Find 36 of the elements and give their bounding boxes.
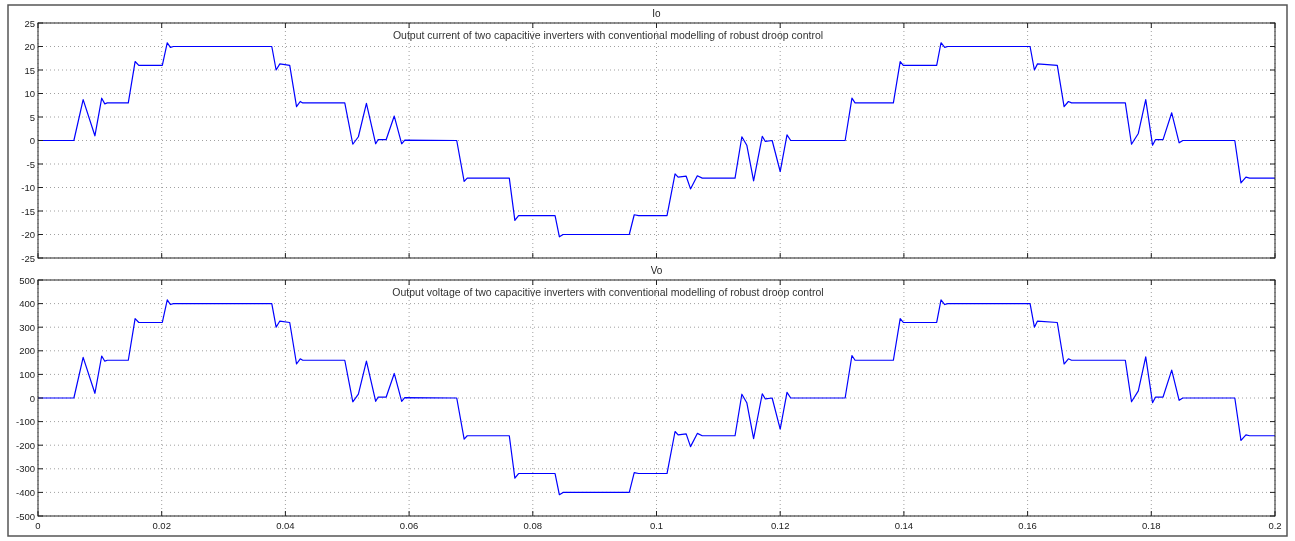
x-tick-label: 0.12 [770, 520, 790, 531]
x-tick-label: 0.16 [1018, 520, 1037, 531]
x-tick-label: 0.2 [1268, 520, 1282, 531]
y-tick-label: -200 [15, 439, 35, 451]
x-tick-label: 0.1 [649, 520, 664, 531]
y-tick-label: 300 [19, 321, 35, 333]
x-tick-label: 0.04 [276, 520, 295, 531]
x-tick-label: 0.18 [1142, 520, 1161, 531]
x-tick-label: 0.08 [523, 520, 543, 531]
annotation: Output current of two capacitive inverters with conventional modelling of robust droop control [392, 29, 824, 41]
y-tick-label: -15 [21, 205, 35, 217]
y-tick-label: -25 [21, 252, 35, 264]
y-tick-label: -400 [15, 486, 35, 498]
x-tick-label: 0.06 [399, 520, 419, 531]
x-tick-label: 0.02 [152, 520, 171, 531]
x-tick-label: 0.14 [894, 520, 914, 531]
y-tick-label: 0 [29, 392, 35, 404]
y-tick-label: -5 [26, 158, 35, 170]
chart-title: Vo [650, 265, 663, 276]
y-tick-label: 15 [24, 64, 35, 76]
y-tick-label: -10 [21, 182, 35, 193]
y-tick-label: -300 [15, 463, 35, 475]
y-tick-label: -100 [15, 416, 35, 428]
y-tick-label: 0 [29, 135, 35, 146]
y-tick-label: 25 [24, 17, 35, 29]
y-tick-label: 500 [19, 274, 35, 286]
y-tick-label: 20 [24, 41, 35, 52]
chart-title: Io [652, 8, 662, 19]
y-tick-label: 100 [19, 368, 35, 380]
y-tick-label: 10 [24, 88, 35, 99]
y-tick-label: 5 [29, 111, 35, 123]
annotation: Output voltage of two capacitive inverters with conventional modelling of robust droop control [392, 286, 824, 298]
y-tick-label: -20 [21, 229, 35, 240]
y-tick-label: 200 [19, 345, 35, 357]
y-tick-label: -500 [15, 510, 35, 522]
y-tick-label: 400 [19, 298, 35, 310]
